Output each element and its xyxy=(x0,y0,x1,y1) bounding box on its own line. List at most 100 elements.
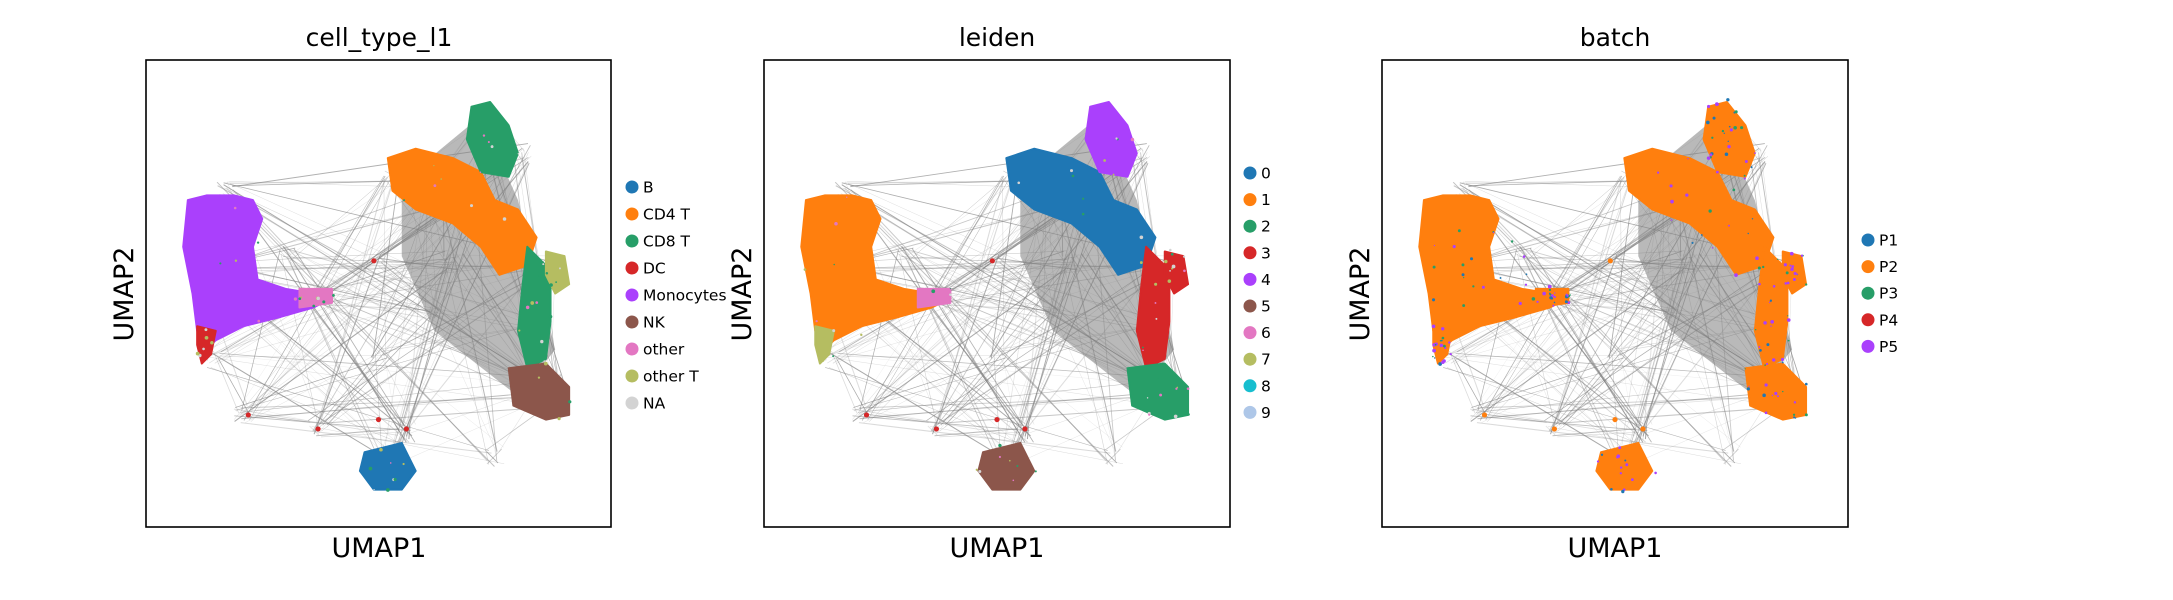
cell-point xyxy=(1763,321,1767,325)
legend-label: 0 xyxy=(1261,165,1271,183)
cell-point xyxy=(1034,470,1037,473)
graph-edge xyxy=(234,268,447,422)
cell-point xyxy=(1769,299,1772,302)
cell-point xyxy=(1800,254,1804,257)
cell-point xyxy=(1793,401,1797,404)
cell-point xyxy=(1146,397,1149,399)
cell-point xyxy=(1764,383,1768,387)
graph-edge xyxy=(825,367,1108,451)
cell-point xyxy=(1187,413,1190,416)
graph-edge xyxy=(240,422,492,454)
legend-marker xyxy=(1243,405,1257,419)
graph-edge xyxy=(236,292,314,413)
cell-point xyxy=(1168,338,1171,341)
cell-point xyxy=(1457,229,1461,233)
cell-point xyxy=(1733,126,1737,130)
cell-point xyxy=(1762,393,1766,398)
cell-point xyxy=(1691,241,1694,244)
cell-point xyxy=(1732,188,1736,192)
cell-point xyxy=(1804,413,1808,417)
cell-point xyxy=(1791,265,1795,268)
cell-point xyxy=(1743,177,1746,180)
cell-point xyxy=(1640,426,1646,432)
cell-point xyxy=(1669,184,1673,188)
graph-edge xyxy=(828,351,1014,465)
cell-point xyxy=(1729,128,1733,132)
graph-edge xyxy=(1004,308,1053,349)
cell-point xyxy=(393,477,397,482)
cluster-cd8top xyxy=(465,101,519,178)
cell-point xyxy=(1167,279,1172,283)
cell-point xyxy=(1566,294,1569,297)
legend-label: other xyxy=(643,341,685,359)
cell-point xyxy=(1171,264,1176,269)
cell-point xyxy=(1758,282,1761,286)
graph-edge xyxy=(1008,318,1046,453)
cell-point xyxy=(1554,292,1556,294)
graph-edge xyxy=(852,415,1030,432)
graph-edge xyxy=(1443,367,1726,451)
cell-point xyxy=(540,339,544,344)
legend-marker xyxy=(1243,299,1257,313)
graph-edge xyxy=(241,249,281,411)
cell-point xyxy=(1709,153,1713,157)
graph-edge xyxy=(1104,451,1118,464)
cluster-cd8top xyxy=(1702,101,1756,178)
legend-marker xyxy=(625,180,639,194)
cell-point xyxy=(1711,247,1714,249)
cell-point xyxy=(1607,258,1613,264)
graph-edge xyxy=(1723,448,1739,465)
graph-edge xyxy=(853,357,1006,408)
cell-point xyxy=(487,140,490,144)
y-axis-label: UMAP2 xyxy=(109,247,140,342)
graph-edge xyxy=(939,431,1021,438)
cell-point xyxy=(1793,416,1796,419)
cell-point xyxy=(403,199,406,202)
axes-frame xyxy=(763,59,1231,528)
graph-edge xyxy=(899,254,936,422)
cell-point xyxy=(1612,416,1618,423)
graph-edge xyxy=(383,349,397,428)
cell-point xyxy=(1481,285,1485,289)
legend-marker xyxy=(1243,326,1257,340)
cell-point xyxy=(1463,277,1465,279)
graph-edge xyxy=(214,258,444,355)
panel-title: leiden xyxy=(959,23,1035,52)
graph-edge xyxy=(1472,292,1551,413)
cell-point xyxy=(1115,137,1118,140)
cell-point xyxy=(1524,283,1528,286)
cell-point xyxy=(1794,417,1797,419)
graph-edge xyxy=(1485,413,1547,423)
graph-edge xyxy=(911,248,1034,443)
graph-edge xyxy=(1475,380,1774,413)
cell-point xyxy=(1616,454,1621,458)
graph-edge xyxy=(1624,311,1672,341)
cell-point xyxy=(1017,181,1021,185)
graph-edge xyxy=(858,422,1111,454)
graph-edge xyxy=(850,189,1107,461)
cell-point xyxy=(379,447,383,452)
graph-edge xyxy=(245,320,442,423)
cluster-otT xyxy=(1163,250,1190,295)
graph-edge xyxy=(235,357,388,408)
graph-edge xyxy=(1005,354,1123,448)
legend-label: NA xyxy=(643,395,666,413)
cell-point xyxy=(1103,159,1106,162)
cell-point xyxy=(1112,173,1115,176)
graph-edge xyxy=(1470,199,1643,432)
graph-edge xyxy=(1545,425,1556,436)
cell-point xyxy=(803,268,807,271)
legend-label: 4 xyxy=(1261,271,1271,289)
cell-point xyxy=(1141,346,1144,349)
cell-point xyxy=(1170,252,1174,256)
cell-point xyxy=(1552,304,1555,307)
graph-edge xyxy=(314,303,433,311)
graph-edge xyxy=(234,199,406,432)
cell-point xyxy=(1747,232,1749,235)
graph-edge xyxy=(1477,391,1782,420)
graph-edge xyxy=(927,425,938,436)
graph-edge xyxy=(1026,426,1030,440)
cell-point xyxy=(1542,291,1546,296)
cluster-b xyxy=(1595,441,1654,491)
graph-edge xyxy=(1455,355,1622,357)
